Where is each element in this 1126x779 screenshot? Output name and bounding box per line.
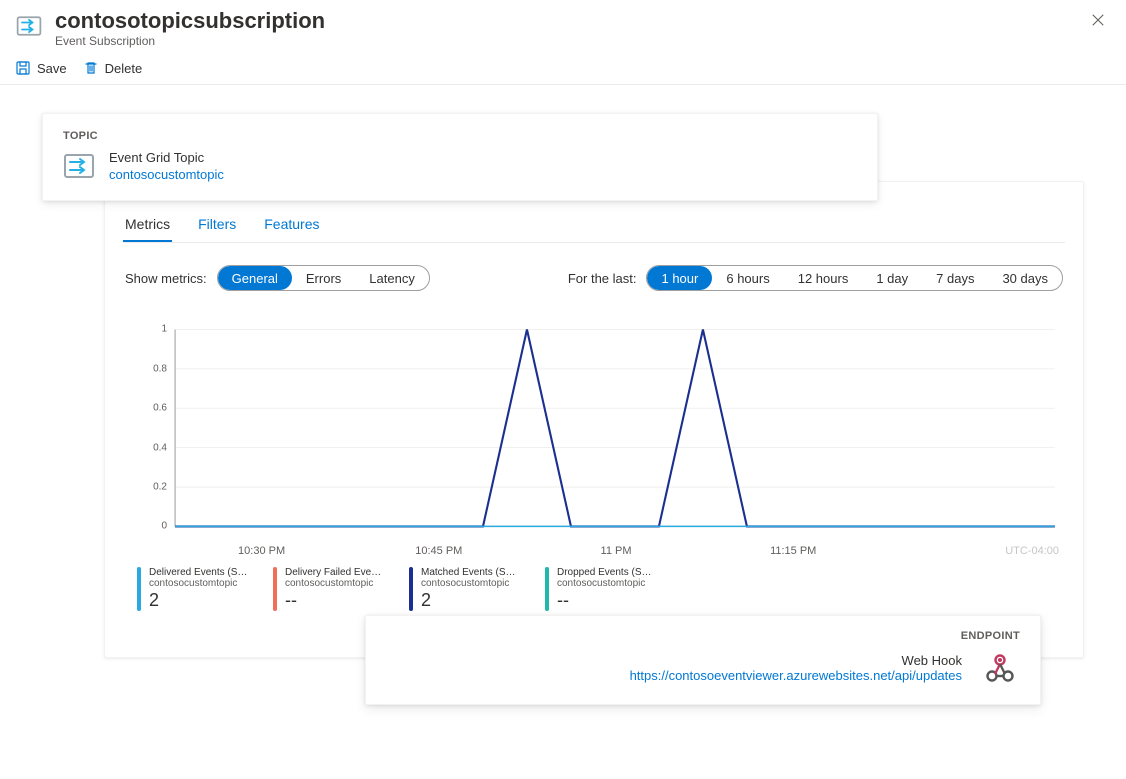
close-button[interactable]: [1088, 10, 1108, 30]
save-label: Save: [37, 61, 67, 76]
legend-item: Matched Events (Sum)contosocustomtopic2: [409, 567, 521, 611]
legend-color-bar: [545, 567, 549, 611]
legend-value: --: [557, 590, 657, 611]
tab-filters[interactable]: Filters: [196, 210, 238, 242]
line-chart: 0 0.2 0.4 0.6 0.8 1: [129, 319, 1059, 539]
y-tick-label: 0.6: [153, 403, 167, 414]
legend-subtitle: contosocustomtopic: [149, 578, 249, 589]
chart-container: 0 0.2 0.4 0.6 0.8 1 10:30 PM10:45 PM11 PM11:1…: [123, 319, 1065, 611]
delete-button[interactable]: Delete: [83, 60, 143, 76]
endpoint-link[interactable]: https://contosoeventviewer.azurewebsites…: [630, 668, 962, 683]
legend-color-bar: [409, 567, 413, 611]
webhook-icon: [980, 648, 1020, 688]
page-header: contosotopicsubscription Event Subscript…: [0, 0, 1126, 54]
metrics-card: Metrics Filters Features Show metrics: Gen…: [104, 181, 1084, 658]
metrics-option-general[interactable]: General: [218, 266, 292, 290]
legend-title: Delivery Failed Even...: [285, 567, 385, 578]
legend-value: 2: [421, 590, 521, 611]
legend-item: Delivered Events (Sum)contosocustomtopic…: [137, 567, 249, 611]
metrics-pill-group: GeneralErrorsLatency: [217, 265, 430, 291]
tab-metrics[interactable]: Metrics: [123, 210, 172, 242]
tabs: Metrics Filters Features: [123, 210, 1065, 243]
topic-link[interactable]: contosocustomtopic: [109, 167, 224, 182]
utc-label: UTC-04:00: [882, 545, 1059, 557]
chart-legend: Delivered Events (Sum)contosocustomtopic…: [129, 567, 1059, 611]
legend-subtitle: contosocustomtopic: [285, 578, 385, 589]
content-area: TOPIC Event Grid Topic contosocustomtopi…: [0, 85, 1126, 728]
y-tick-label: 0.2: [153, 482, 167, 493]
time-option-7-days[interactable]: 7 days: [922, 266, 988, 290]
time-option-12-hours[interactable]: 12 hours: [784, 266, 863, 290]
topic-section-label: TOPIC: [63, 130, 857, 142]
metrics-option-latency[interactable]: Latency: [355, 266, 429, 290]
legend-color-bar: [273, 567, 277, 611]
page-subtitle: Event Subscription: [55, 34, 325, 48]
show-metrics-label: Show metrics:: [125, 271, 207, 286]
x-tick-label: 11 PM: [527, 545, 704, 557]
legend-item: Dropped Events (Sum)contosocustomtopic--: [545, 567, 657, 611]
time-range-label: For the last:: [568, 271, 637, 286]
tab-features[interactable]: Features: [262, 210, 321, 242]
legend-title: Dropped Events (Sum): [557, 567, 657, 578]
endpoint-type: Web Hook: [630, 653, 962, 668]
legend-subtitle: contosocustomtopic: [421, 578, 521, 589]
time-option-1-day[interactable]: 1 day: [862, 266, 922, 290]
endpoint-section-label: ENDPOINT: [386, 630, 1020, 642]
toolbar: Save Delete: [0, 54, 1126, 85]
legend-subtitle: contosocustomtopic: [557, 578, 657, 589]
legend-color-bar: [137, 567, 141, 611]
y-tick-label: 1: [161, 324, 167, 335]
legend-value: 2: [149, 590, 249, 611]
time-option-6-hours[interactable]: 6 hours: [712, 266, 783, 290]
topic-icon: [63, 150, 95, 182]
time-pill-group: 1 hour6 hours12 hours1 day7 days30 days: [646, 265, 1063, 291]
subscription-icon: [15, 12, 43, 40]
time-option-30-days[interactable]: 30 days: [988, 266, 1062, 290]
legend-title: Delivered Events (Sum): [149, 567, 249, 578]
legend-value: --: [285, 590, 385, 611]
controls-row: Show metrics: GeneralErrorsLatency For t…: [123, 265, 1065, 291]
delete-label: Delete: [105, 61, 143, 76]
endpoint-card: ENDPOINT Web Hook https://contosoeventvi…: [365, 615, 1041, 705]
legend-title: Matched Events (Sum): [421, 567, 521, 578]
metrics-option-errors[interactable]: Errors: [292, 266, 355, 290]
x-tick-label: 11:15 PM: [705, 545, 882, 557]
page-title: contosotopicsubscription: [55, 8, 325, 34]
x-tick-label: 10:30 PM: [173, 545, 350, 557]
header-text: contosotopicsubscription Event Subscript…: [55, 8, 325, 48]
time-option-1-hour[interactable]: 1 hour: [647, 266, 712, 290]
save-button[interactable]: Save: [15, 60, 67, 76]
legend-item: Delivery Failed Even...contosocustomtopi…: [273, 567, 385, 611]
x-axis-labels: 10:30 PM10:45 PM11 PM11:15 PMUTC-04:00: [129, 541, 1059, 557]
y-tick-label: 0: [161, 521, 167, 532]
x-tick-label: 10:45 PM: [350, 545, 527, 557]
topic-type: Event Grid Topic: [109, 150, 224, 165]
y-tick-label: 0.4: [153, 442, 167, 453]
topic-card: TOPIC Event Grid Topic contosocustomtopi…: [42, 113, 878, 201]
y-tick-label: 0.8: [153, 363, 167, 374]
